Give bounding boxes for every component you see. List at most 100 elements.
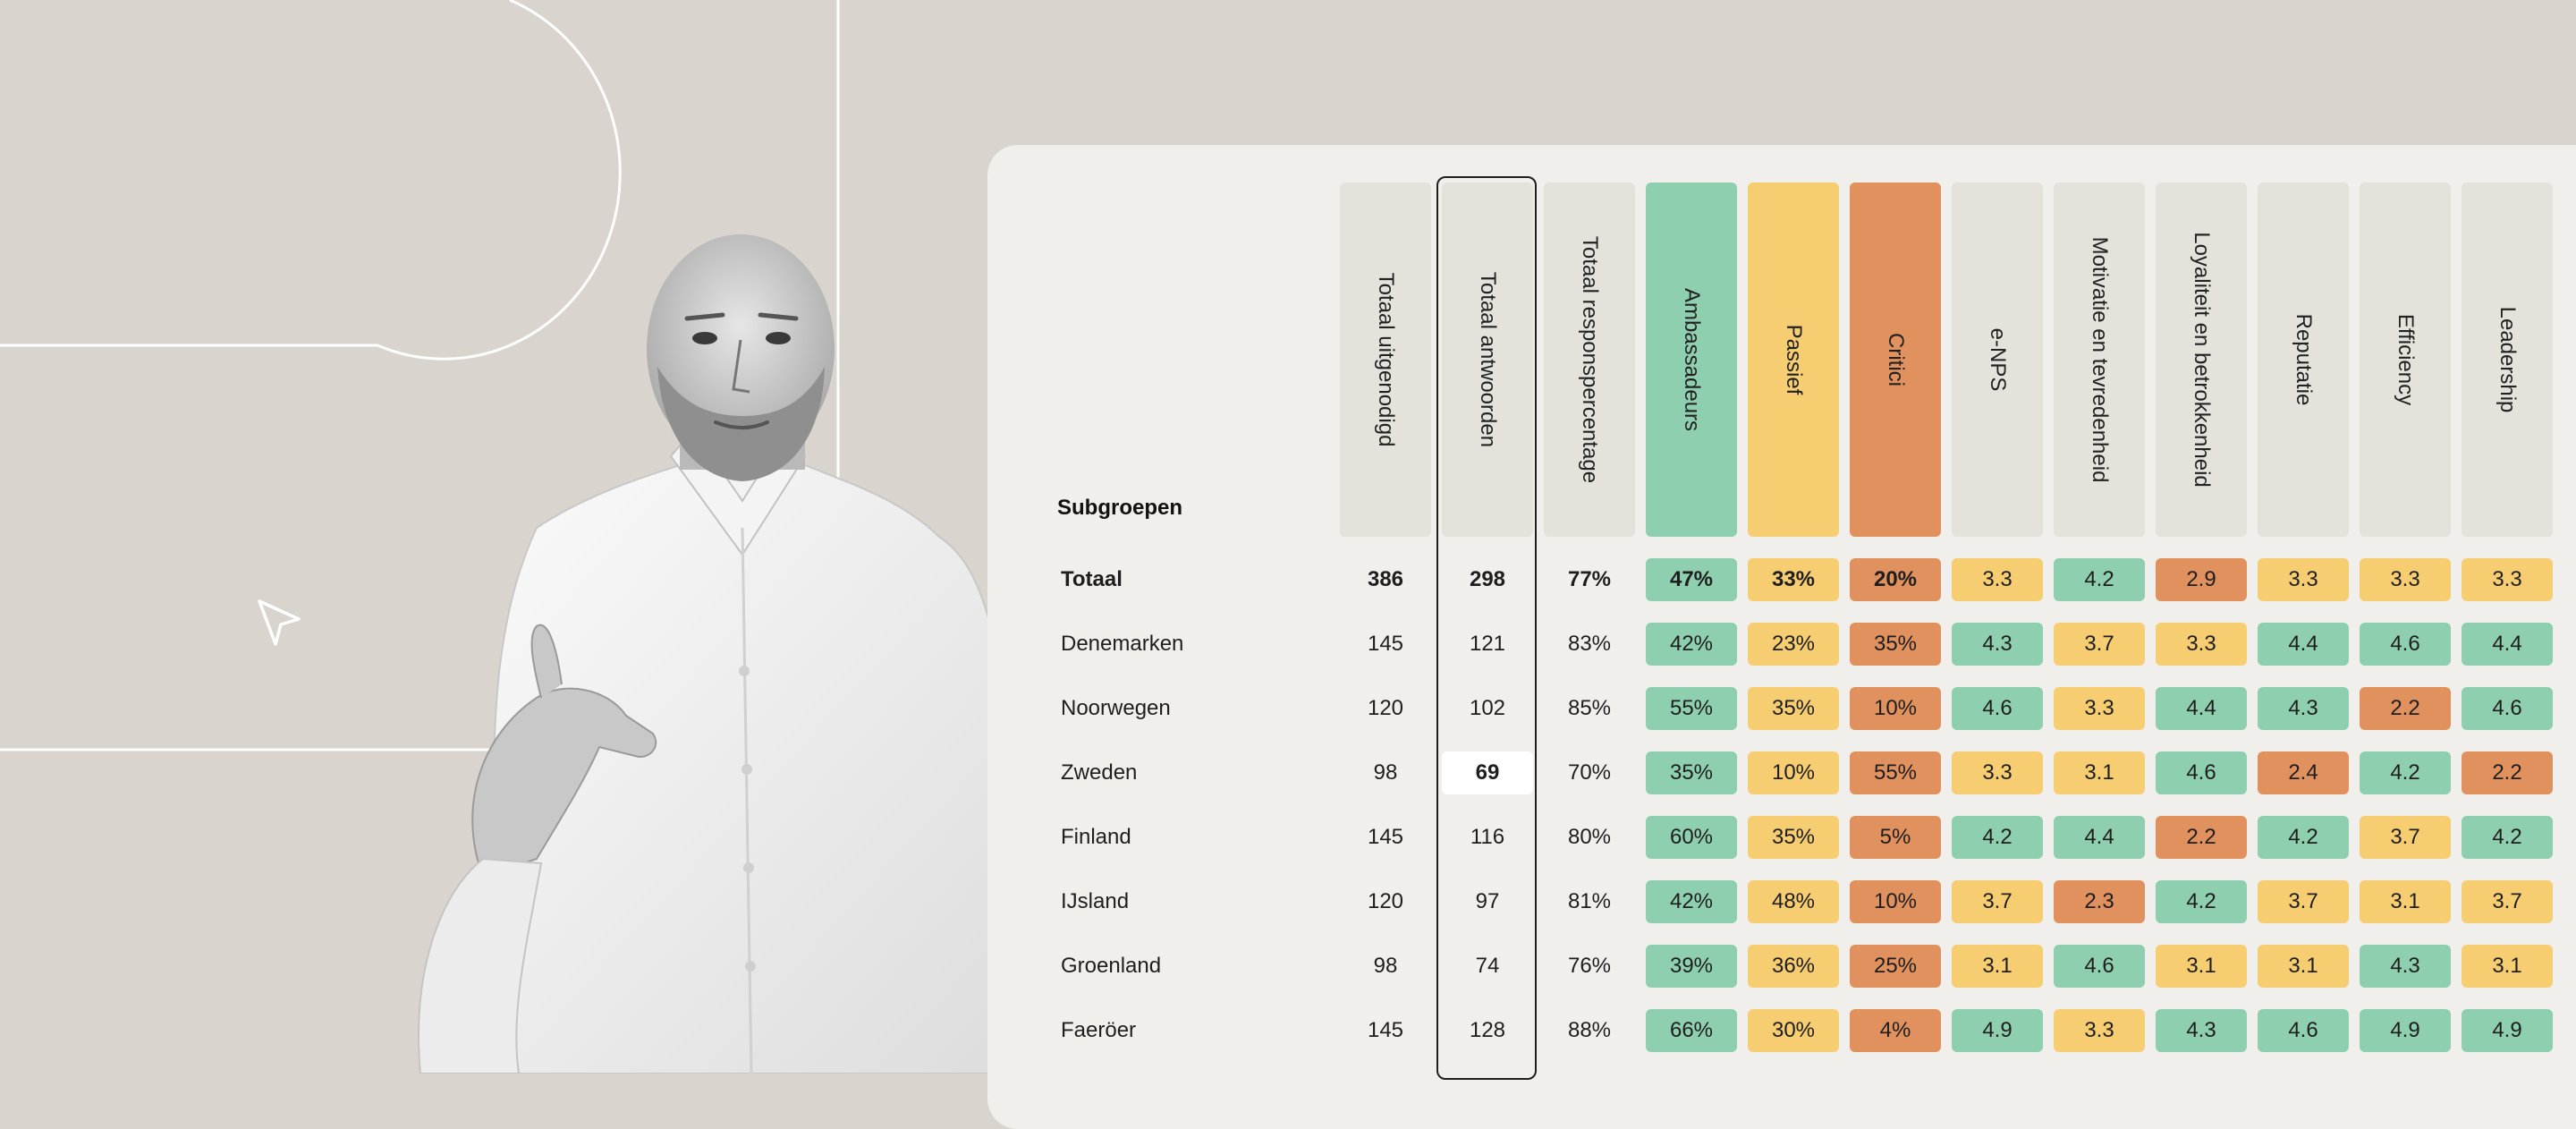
table-cell: 4.6	[2360, 623, 2451, 666]
table-cell: 2.2	[2156, 816, 2247, 859]
table-cell: 83%	[1567, 632, 1612, 656]
table-cell: 55%	[1850, 751, 1941, 794]
table-cell: 4.6	[2156, 751, 2247, 794]
table-cell: 88%	[1567, 1018, 1612, 1042]
table-cell: 3.7	[2462, 880, 2553, 923]
table-cell: 3.1	[1952, 945, 2043, 988]
table-cell: 2.4	[2258, 751, 2349, 794]
row-label: Denemarken	[1061, 632, 1184, 656]
table-cell: 4.3	[2360, 945, 2451, 988]
column-header[interactable]: Totaal responspercentage	[1544, 183, 1635, 537]
table-cell: 66%	[1646, 1009, 1737, 1052]
table-cell: 35%	[1646, 751, 1737, 794]
table-cell: 3.1	[2054, 751, 2145, 794]
table-cell: 4.6	[2054, 945, 2145, 988]
table-cell: 80%	[1567, 825, 1612, 849]
table-cell: 116	[1470, 825, 1505, 849]
table-cell: 4.4	[2156, 687, 2247, 730]
table-cell: 36%	[1748, 945, 1839, 988]
table-cell: 3.3	[2156, 623, 2247, 666]
table-cell: 4.3	[2156, 1009, 2247, 1052]
row-label: Zweden	[1061, 760, 1138, 785]
column-header[interactable]: Critici	[1850, 183, 1941, 537]
table-cell: 81%	[1567, 889, 1612, 913]
table-cell: 3.3	[2054, 1009, 2145, 1052]
table-cell: 5%	[1850, 816, 1941, 859]
table-cell: 4.4	[2462, 623, 2553, 666]
column-header-label: Totaal uitgenodigd	[1374, 272, 1398, 447]
column-header[interactable]: Totaal uitgenodigd	[1340, 183, 1431, 537]
table-cell: 120	[1367, 889, 1404, 913]
column-header[interactable]: Loyaliteit en betrokkenheid	[2156, 183, 2247, 537]
table-cell: 4.9	[1952, 1009, 2043, 1052]
column-header[interactable]: Reputatie	[2258, 183, 2349, 537]
table-cell: 4.4	[2258, 623, 2349, 666]
table-cell: 3.7	[2054, 623, 2145, 666]
column-header[interactable]: Leadership	[2462, 183, 2553, 537]
column-header-label: Critici	[1884, 333, 1908, 386]
row-label: Faeröer	[1061, 1018, 1137, 1042]
table-cell: 42%	[1646, 880, 1737, 923]
table-cell: 3.3	[2360, 558, 2451, 601]
table-cell: 3.7	[2258, 880, 2349, 923]
table-cell: 2.3	[2054, 880, 2145, 923]
table-cell: 3.3	[2462, 558, 2553, 601]
table-cell: 35%	[1748, 687, 1839, 730]
table-cell: 3.1	[2462, 945, 2553, 988]
table-cell: 23%	[1748, 623, 1839, 666]
table-cell: 4%	[1850, 1009, 1941, 1052]
table-cell: 98	[1373, 760, 1398, 785]
table-cell: 4.3	[1952, 623, 2043, 666]
table-cell: 70%	[1567, 760, 1612, 785]
cursor-arrow-icon	[258, 599, 301, 646]
table-cell: 3.3	[2054, 687, 2145, 730]
row-label: Totaal	[1061, 567, 1123, 591]
table-cell: 2.2	[2360, 687, 2451, 730]
table-cell: 3.3	[2258, 558, 2349, 601]
presenter-photo	[418, 234, 1048, 1074]
table-cell: 4.3	[2258, 687, 2349, 730]
table-cell: 60%	[1646, 816, 1737, 859]
row-label: IJsland	[1061, 889, 1130, 913]
table-cell: 42%	[1646, 623, 1737, 666]
table-cell: 3.3	[1952, 558, 2043, 601]
column-header-label: Leadership	[2496, 306, 2520, 413]
column-header[interactable]: Passief	[1748, 183, 1839, 537]
table-cell: 298	[1469, 567, 1506, 591]
table-cell: 69	[1442, 751, 1533, 794]
table-cell: 74	[1475, 954, 1500, 978]
table-cell: 3.1	[2360, 880, 2451, 923]
column-header[interactable]: Ambassadeurs	[1646, 183, 1737, 537]
column-header[interactable]: Efficiency	[2360, 183, 2451, 537]
table-cell: 10%	[1850, 880, 1941, 923]
table-cell: 48%	[1748, 880, 1839, 923]
column-header-label: Loyaliteit en betrokkenheid	[2190, 232, 2214, 488]
column-header[interactable]: e-NPS	[1952, 183, 2043, 537]
table-cell: 120	[1367, 696, 1404, 720]
table-cell: 4.6	[1952, 687, 2043, 730]
table-cell: 10%	[1748, 751, 1839, 794]
table-cell: 3.7	[2360, 816, 2451, 859]
row-label: Groenland	[1061, 954, 1162, 978]
table-cell: 4.6	[2462, 687, 2553, 730]
table-cell: 145	[1367, 1018, 1404, 1042]
table-cell: 33%	[1748, 558, 1839, 601]
table-cell: 4.2	[2054, 558, 2145, 601]
column-header-label: Ambassadeurs	[1680, 287, 1704, 432]
table-cell: 2.9	[2156, 558, 2247, 601]
table-cell: 3.1	[2258, 945, 2349, 988]
column-header-label: Reputatie	[2292, 313, 2316, 406]
table-cell: 145	[1367, 825, 1404, 849]
table-cell: 128	[1469, 1018, 1506, 1042]
table-cell: 4.9	[2462, 1009, 2553, 1052]
table-cell: 4.4	[2054, 816, 2145, 859]
table-cell: 4.2	[2258, 816, 2349, 859]
table-cell: 3.1	[2156, 945, 2247, 988]
column-header[interactable]: Totaal antwoorden	[1442, 183, 1533, 537]
table-cell: 76%	[1567, 954, 1612, 978]
column-header[interactable]: Motivatie en tevredenheid	[2054, 183, 2145, 537]
row-label: Finland	[1061, 825, 1131, 849]
highlighted-column-outline	[1436, 176, 1537, 1080]
table-cell: 98	[1373, 954, 1398, 978]
table-cell: 121	[1469, 632, 1506, 656]
